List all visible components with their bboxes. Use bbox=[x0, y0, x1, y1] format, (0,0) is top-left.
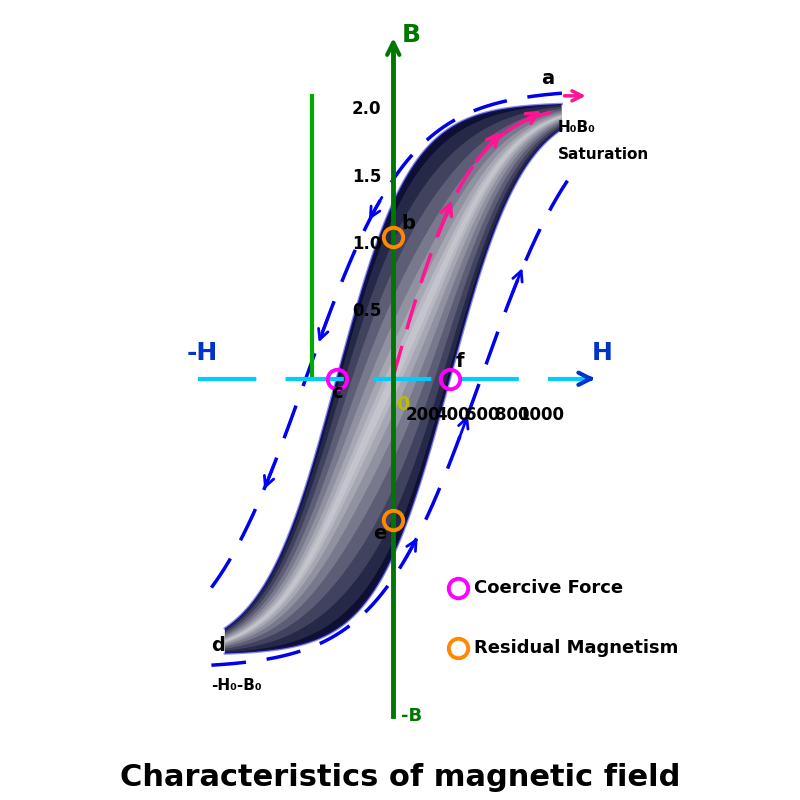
Text: B: B bbox=[402, 23, 420, 47]
Polygon shape bbox=[225, 110, 562, 646]
Text: -H: -H bbox=[186, 342, 218, 366]
Text: c: c bbox=[331, 382, 343, 402]
Text: -H₀-B₀: -H₀-B₀ bbox=[211, 678, 262, 693]
Polygon shape bbox=[225, 106, 562, 650]
Text: 1000: 1000 bbox=[518, 406, 565, 424]
Text: 1.0: 1.0 bbox=[352, 235, 381, 253]
Text: 1.5: 1.5 bbox=[352, 168, 381, 186]
Text: e: e bbox=[373, 524, 386, 543]
Text: 400: 400 bbox=[435, 406, 470, 424]
Polygon shape bbox=[225, 114, 562, 643]
Text: H: H bbox=[592, 342, 613, 366]
Text: -B: -B bbox=[402, 706, 422, 725]
Text: Saturation: Saturation bbox=[558, 147, 649, 162]
Polygon shape bbox=[225, 113, 562, 645]
Text: H₀B₀: H₀B₀ bbox=[558, 120, 595, 135]
Polygon shape bbox=[225, 104, 562, 654]
Text: 0.5: 0.5 bbox=[352, 302, 381, 320]
Text: Characteristics of magnetic field: Characteristics of magnetic field bbox=[120, 763, 680, 792]
Text: 800: 800 bbox=[494, 406, 529, 424]
Text: Coercive Force: Coercive Force bbox=[474, 578, 623, 597]
Text: 200: 200 bbox=[406, 406, 440, 424]
Text: d: d bbox=[211, 636, 226, 655]
Text: f: f bbox=[455, 352, 464, 370]
Polygon shape bbox=[225, 109, 562, 649]
Text: b: b bbox=[402, 214, 415, 234]
Polygon shape bbox=[225, 116, 562, 642]
Text: 0: 0 bbox=[396, 395, 410, 414]
Text: Residual Magnetism: Residual Magnetism bbox=[474, 639, 678, 657]
Text: 600: 600 bbox=[465, 406, 499, 424]
Polygon shape bbox=[225, 115, 562, 642]
Text: 2.0: 2.0 bbox=[352, 100, 381, 118]
Polygon shape bbox=[225, 105, 562, 653]
Text: a: a bbox=[542, 69, 554, 88]
